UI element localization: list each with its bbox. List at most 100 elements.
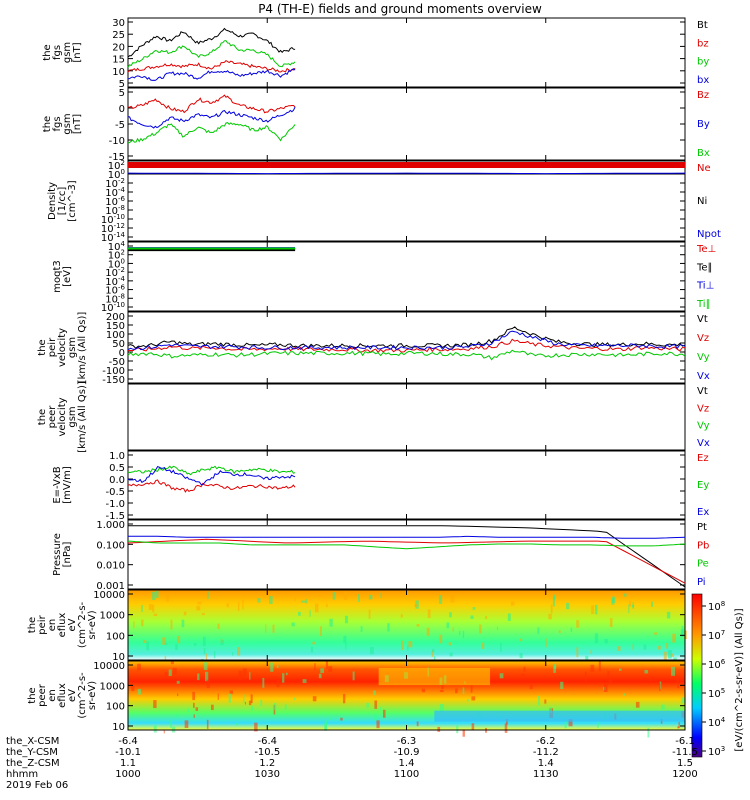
spectrogram-cell [314, 603, 319, 613]
spectrogram-cell [505, 719, 508, 725]
spectrogram-cell [195, 707, 199, 711]
ytick-label: -150 [102, 375, 125, 386]
panel-frame [127, 519, 686, 590]
spectrogram-cell [243, 694, 245, 703]
spectrogram-cell [672, 633, 676, 643]
spectrogram-cell [479, 624, 482, 634]
spectrogram-cell [187, 708, 190, 713]
spectrogram-cell [414, 603, 417, 607]
spectrogram-cell [196, 605, 201, 611]
spectrogram-cell [537, 627, 540, 634]
spectrogram-cell [146, 641, 150, 651]
ytick-label: 102 [108, 249, 125, 262]
spectrogram-cell [654, 632, 658, 635]
y-axis-label: thepeervelocitygsm[km/s (All Qs)] [37, 381, 88, 453]
spectrogram-cell [529, 685, 533, 690]
ytick-label: 5 [119, 79, 125, 90]
spectrogram-cell [611, 596, 616, 603]
spectrogram-cell [380, 592, 382, 599]
spectrogram-cell [213, 651, 216, 659]
panel-6: thepeervelocitygsm[km/s (All Qs)] Vt Vz Vy V… [37, 381, 710, 453]
spectrogram-cell [607, 670, 610, 678]
ytick-label: 10-10 [101, 213, 125, 226]
ytick-label: 10-8 [105, 204, 125, 217]
panels-layer: 30252015105thefgsgsm[nT]Btbzbybx50-5-10-… [27, 17, 721, 738]
y-axis-label: Pressure[nPa] [52, 533, 73, 576]
panel-7: 1.00.50.0-0.5-1.0-1.5 E=-VxB[mV/m] Ez Ey Ex [52, 450, 709, 522]
ytick-label: 104 [108, 240, 126, 253]
ytick-label: 150 [106, 321, 125, 332]
spectrogram-cell [226, 603, 229, 608]
ephemeris-label: the_Y-CSM [6, 747, 58, 758]
series-line-Bt [127, 27, 296, 58]
ytick-label: 10 [112, 722, 125, 733]
spectrogram-cell [408, 641, 413, 648]
ephemeris-value: 1.4 [399, 758, 415, 769]
spectrogram-cell [170, 619, 173, 630]
spectrogram-cell [309, 610, 311, 617]
spectrogram-cell [203, 662, 208, 671]
ytick-label: 10-14 [101, 231, 126, 244]
legend-item-bx: bx [697, 75, 709, 86]
spectrogram-cell [153, 700, 157, 709]
panel-9: 10000 1000 100 10 thepeirenefluxeV(cm^2-s-sr… [27, 589, 687, 669]
spectrogram-cell [618, 668, 622, 671]
spectrogram-cell [305, 599, 308, 604]
ytick-label: 1000 [100, 681, 125, 692]
spectrogram-cell [232, 652, 234, 656]
legend-item-Bt: Bt [697, 20, 708, 31]
spectrogram-cell [193, 702, 195, 708]
spectrogram-cell [166, 594, 170, 602]
ytick-label: 25 [112, 30, 125, 41]
spectrogram-cell [260, 699, 263, 706]
ytick-label: 0.5 [109, 463, 125, 474]
spectrogram-cell [594, 633, 599, 644]
spectrogram-cell [254, 722, 258, 732]
spectrogram-cell [426, 627, 430, 636]
series-line-Pt [128, 525, 686, 588]
ytick-label: 5 [119, 88, 125, 99]
ytick-label: 1.0 [109, 451, 125, 462]
spectrogram-cell [376, 720, 380, 729]
spectrogram-cell [175, 643, 178, 650]
spectrogram-cell [677, 684, 680, 689]
colorbar-tick-label: 103 [708, 745, 725, 758]
spectrogram-cell [504, 723, 508, 733]
panel-8: 1.000 0.100 0.010 0.001 Pressure[nPa] Pt Pb Pe P… [52, 519, 709, 592]
spectrogram-cell [352, 671, 355, 681]
spectrogram-cell [340, 717, 343, 721]
ephemeris-value: -6.2 [536, 736, 556, 747]
spectrogram-cell [566, 602, 570, 610]
spectrogram-cell [632, 644, 634, 650]
spectrogram-cell [507, 613, 511, 621]
spectrogram-cell [197, 601, 202, 605]
spectrogram-cell [310, 646, 314, 653]
spectrogram-cell [416, 624, 420, 627]
y-axis-label: thefgsgsm[nT] [42, 42, 83, 63]
ytick-label: 10-6 [105, 284, 125, 297]
spectrogram-band [434, 710, 685, 722]
spectrogram-cell [677, 726, 680, 729]
ephemeris-value: 1130 [533, 769, 558, 780]
spectrogram-cell [206, 679, 211, 688]
spectrogram-cell [472, 607, 476, 610]
ephemeris-value: 1.5 [677, 758, 693, 769]
spectrogram-cell [576, 620, 580, 628]
spectrogram-cell [450, 593, 455, 603]
spectrogram-cell [548, 613, 552, 620]
spectrogram-cell [499, 673, 504, 679]
spectrogram-cell [318, 673, 322, 679]
ytick-label: 0.010 [96, 561, 125, 572]
spectrogram-cell [285, 672, 288, 676]
ytick-label: 10000 [93, 590, 125, 601]
series-line-Vx [127, 330, 686, 351]
spectrogram-cell [623, 693, 626, 696]
spectrogram-cell [459, 630, 461, 636]
spectrogram-cell [301, 600, 305, 603]
spectrogram-cell [667, 650, 672, 659]
spectrogram-cell [235, 723, 239, 726]
spectrogram-cell [519, 638, 523, 642]
series-line-By [127, 106, 296, 129]
spectrogram-cell [570, 627, 573, 633]
